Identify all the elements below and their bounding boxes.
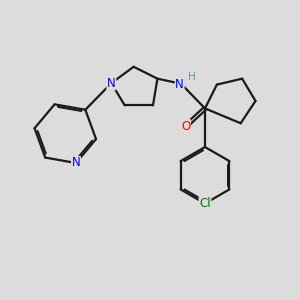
Text: N: N bbox=[175, 78, 184, 91]
Text: O: O bbox=[181, 120, 190, 133]
Text: Cl: Cl bbox=[199, 197, 211, 210]
Text: N: N bbox=[72, 157, 80, 169]
Text: N: N bbox=[107, 76, 116, 90]
Text: H: H bbox=[188, 72, 196, 82]
